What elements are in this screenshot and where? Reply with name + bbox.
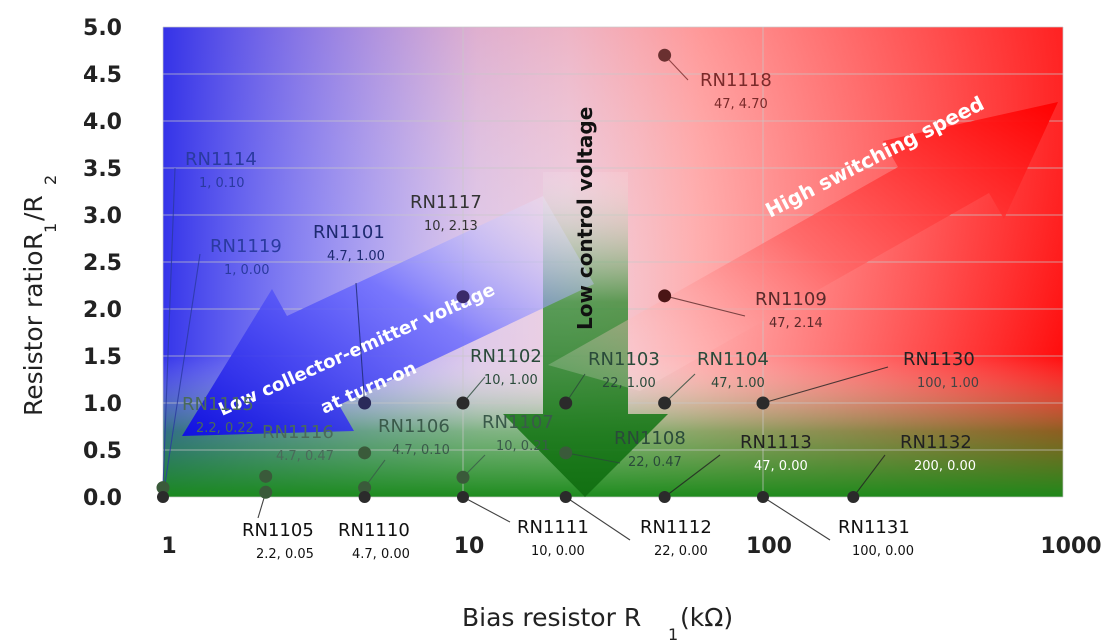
point-label-rn1109: RN1109	[755, 289, 827, 310]
point-value-rn1132: 200, 0.00	[914, 459, 976, 474]
point-label-rn1104: RN1104	[697, 349, 769, 370]
y-tick-label: 5.0	[83, 16, 122, 41]
point-value-rn1101: 4.7, 1.00	[327, 249, 385, 264]
y-axis-title-text: Resistor ratio	[19, 250, 48, 416]
data-point-rn1111	[457, 491, 469, 503]
x-tick-label: 1	[161, 534, 176, 559]
point-value-rn1118: 47, 4.70	[714, 97, 768, 112]
point-value-rn1111: 10, 0.00	[531, 544, 585, 559]
data-point-rn1119	[157, 491, 169, 503]
point-value-rn1114: 1, 0.10	[199, 176, 244, 191]
point-label-rn1111: RN1111	[517, 517, 589, 538]
data-point-rn1107	[457, 471, 470, 484]
point-label-rn1110: RN1110	[338, 520, 410, 541]
data-point-rn1113	[659, 491, 671, 503]
y-tick-label: 0.0	[83, 486, 122, 511]
point-value-rn1131: 100, 0.00	[852, 544, 914, 559]
point-value-rn1103: 22, 1.00	[602, 376, 656, 391]
data-point-rn1118	[658, 49, 671, 62]
point-label-rn1132: RN1132	[900, 432, 972, 453]
x-tick-label: 100	[746, 534, 792, 559]
point-label-rn1108: RN1108	[614, 428, 686, 449]
point-value-rn1109: 47, 2.14	[769, 316, 823, 331]
point-value-rn1112: 22, 0.00	[654, 544, 708, 559]
point-value-rn1105: 2.2, 0.05	[256, 547, 314, 562]
y-tick-label: 3.0	[83, 204, 122, 229]
point-label-rn1115: RN1115	[182, 394, 254, 415]
x-axis-title: Bias resistor R	[462, 603, 641, 632]
data-point-rn1109	[658, 289, 671, 302]
data-point-rn1115	[259, 470, 272, 483]
point-label-rn1130: RN1130	[903, 349, 975, 370]
y-axis-title-sub1: 1	[41, 223, 60, 233]
y-axis-title-sub2: 2	[41, 175, 60, 185]
point-value-rn1106: 4.7, 0.10	[392, 443, 450, 458]
x-axis-title-text: Bias resistor R	[462, 603, 641, 632]
data-point-rn1103	[559, 397, 572, 410]
point-value-rn1130: 100, 1.00	[917, 376, 979, 391]
point-label-rn1106: RN1106	[378, 416, 450, 437]
data-point-rn1116	[358, 446, 371, 459]
data-point-rn1110	[359, 491, 371, 503]
y-tick-label: 0.5	[83, 439, 122, 464]
point-value-rn1113: 47, 0.00	[754, 459, 808, 474]
point-value-rn1108: 22, 0.47	[628, 455, 682, 470]
data-point-rn1104	[658, 397, 671, 410]
point-value-rn1110: 4.7, 0.00	[352, 547, 410, 562]
data-point-rn1117	[457, 290, 470, 303]
data-point-rn1105	[259, 486, 272, 499]
y-axis-title: Resistor ratio R 1 /R 2	[19, 175, 60, 416]
point-value-rn1104: 47, 1.00	[711, 376, 765, 391]
y-tick-label: 4.0	[83, 110, 122, 135]
point-label-rn1102: RN1102	[470, 346, 542, 367]
leader-line-rn1111	[463, 497, 510, 522]
point-label-rn1117: RN1117	[410, 192, 482, 213]
y-tick-label: 4.5	[83, 63, 122, 88]
point-label-rn1118: RN1118	[700, 70, 772, 91]
point-label-rn1116: RN1116	[262, 422, 334, 443]
y-tick-label: 3.5	[83, 157, 122, 182]
y-tick-label: 2.5	[83, 251, 122, 276]
data-point-rn1130	[757, 397, 770, 410]
point-label-rn1113: RN1113	[740, 432, 812, 453]
x-tick-label: 10	[454, 534, 485, 559]
point-label-rn1107: RN1107	[482, 412, 554, 433]
point-label-rn1114: RN1114	[185, 149, 257, 170]
data-point-rn1132	[847, 491, 859, 503]
annotation-low-control-voltage: Low control voltage	[573, 107, 597, 330]
x-axis-title-subscript: 1	[668, 625, 678, 644]
y-tick-label: 2.0	[83, 298, 122, 323]
y-tick-label: 1.0	[83, 392, 122, 417]
data-point-rn1101	[358, 397, 371, 410]
data-point-rn1131	[757, 491, 769, 503]
point-label-rn1131: RN1131	[838, 517, 910, 538]
point-value-rn1117: 10, 2.13	[424, 219, 478, 234]
data-point-rn1102	[457, 397, 470, 410]
point-value-rn1107: 10, 0.21	[496, 439, 550, 454]
point-value-rn1115: 2.2, 0.22	[196, 421, 254, 436]
point-label-rn1103: RN1103	[588, 349, 660, 370]
y-axis-title-r2: /R	[19, 195, 48, 221]
y-axis-title-r1: R	[19, 233, 48, 250]
y-tick-label: 1.5	[83, 345, 122, 370]
point-value-rn1116: 4.7, 0.47	[276, 449, 334, 464]
point-label-rn1112: RN1112	[640, 517, 712, 538]
point-value-rn1119: 1, 0.00	[224, 263, 269, 278]
point-value-rn1102: 10, 1.00	[484, 373, 538, 388]
point-label-rn1101: RN1101	[313, 222, 385, 243]
x-tick-label: 1000	[1040, 534, 1101, 559]
data-point-rn1112	[560, 491, 572, 503]
data-point-rn1108	[559, 446, 572, 459]
point-label-rn1105: RN1105	[242, 520, 314, 541]
point-label-rn1119: RN1119	[210, 236, 282, 257]
x-axis-title-unit: (kΩ)	[680, 603, 733, 632]
